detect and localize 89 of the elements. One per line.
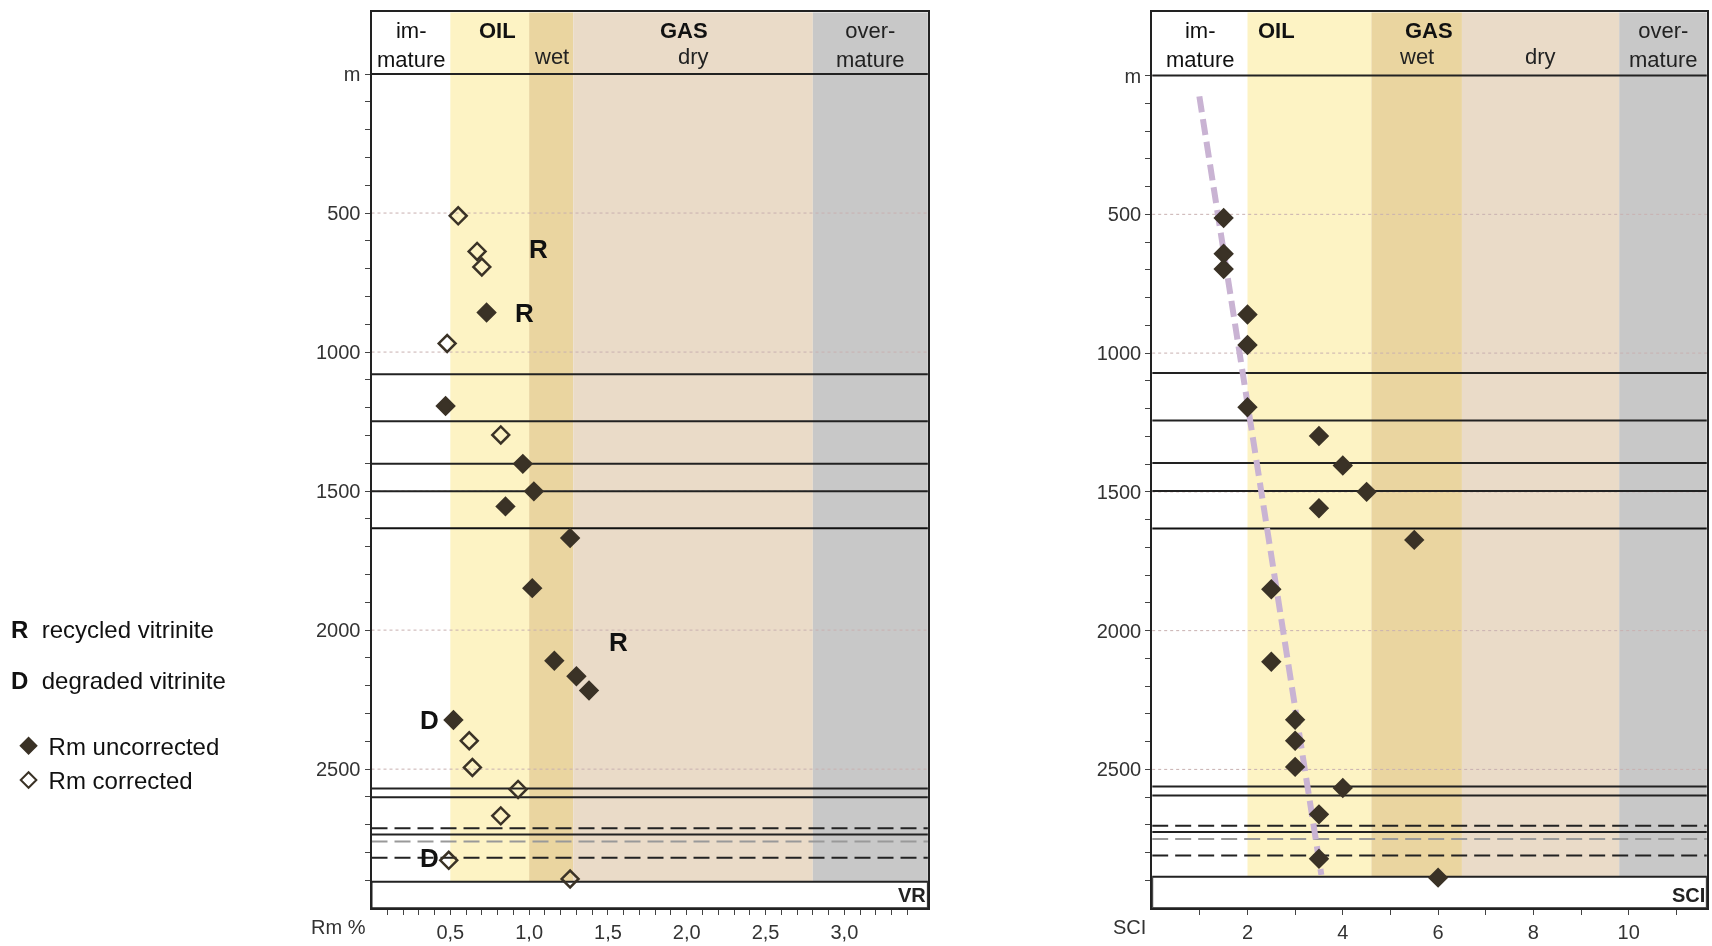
point bbox=[1237, 304, 1258, 325]
band-label: wet bbox=[1399, 44, 1435, 69]
point bbox=[443, 710, 464, 730]
x-tick-label: 1,5 bbox=[594, 921, 622, 944]
y-tick-label: 1000 bbox=[316, 341, 361, 364]
y-tick-label: 2000 bbox=[316, 619, 361, 642]
point bbox=[1213, 244, 1234, 264]
point bbox=[1356, 482, 1377, 502]
annotation: GAS bbox=[660, 18, 708, 43]
y-tick-label: 2500 bbox=[1096, 758, 1142, 781]
band-label: VR bbox=[898, 884, 927, 906]
y-tick-label: 1500 bbox=[1096, 480, 1142, 503]
point bbox=[462, 757, 483, 778]
legend-label: Rm uncorrected bbox=[48, 733, 220, 761]
point bbox=[524, 481, 544, 502]
x-tick-label: 10 bbox=[1617, 921, 1640, 944]
y-tick-label: 2500 bbox=[316, 758, 361, 781]
x-tick-label: 2,5 bbox=[751, 921, 780, 944]
point bbox=[1309, 498, 1329, 518]
band-label: over- mature bbox=[1629, 18, 1698, 72]
point bbox=[1309, 804, 1329, 825]
point bbox=[448, 206, 468, 226]
annotation: im- mature bbox=[1166, 18, 1235, 72]
x-axis-title: Rm % bbox=[311, 916, 366, 938]
y-tick-label: m bbox=[343, 63, 361, 86]
text: D degraded vitrinite bbox=[11, 667, 226, 694]
point bbox=[1237, 335, 1258, 355]
point bbox=[544, 651, 565, 671]
annotation: R bbox=[529, 234, 548, 264]
point bbox=[1428, 867, 1448, 888]
point bbox=[1285, 710, 1305, 730]
x-tick-label: 2 bbox=[1241, 921, 1254, 944]
y-tick-label: 1000 bbox=[1096, 342, 1142, 365]
point bbox=[1333, 455, 1353, 476]
point bbox=[513, 454, 533, 474]
point bbox=[1213, 208, 1234, 228]
point bbox=[1213, 259, 1234, 279]
y-tick-label: 2000 bbox=[1096, 619, 1142, 642]
legend-label: Rm corrected bbox=[48, 767, 193, 795]
x-tick-label: 2,0 bbox=[672, 921, 701, 944]
point bbox=[439, 850, 459, 871]
point bbox=[467, 241, 487, 262]
point bbox=[459, 731, 479, 751]
band-label: dry bbox=[678, 44, 709, 69]
band-label: SCI bbox=[1672, 884, 1706, 906]
point bbox=[495, 496, 516, 517]
annotation: GAS bbox=[1405, 18, 1453, 43]
text: R recycled vitrinite bbox=[11, 616, 214, 643]
point bbox=[1285, 731, 1305, 751]
point bbox=[1333, 778, 1353, 798]
x-axis-title: SCI bbox=[1113, 916, 1147, 938]
x-tick-label: 1,0 bbox=[515, 921, 544, 944]
x-tick-label: 8 bbox=[1527, 921, 1539, 944]
annotation: OIL bbox=[479, 18, 516, 43]
point bbox=[1261, 652, 1282, 672]
point bbox=[566, 666, 587, 686]
band-label: dry bbox=[1525, 44, 1556, 69]
point bbox=[491, 425, 511, 445]
point bbox=[435, 396, 456, 416]
point bbox=[476, 302, 497, 323]
y-tick-label: 1500 bbox=[316, 480, 361, 503]
y-tick-label: 500 bbox=[1107, 203, 1142, 226]
x-tick-label: 6 bbox=[1432, 921, 1444, 944]
annotation: OIL bbox=[1258, 18, 1295, 43]
x-tick-label: 0,5 bbox=[436, 921, 465, 944]
point bbox=[579, 680, 599, 701]
x-tick-label: 3,0 bbox=[830, 921, 859, 944]
y-tick-label: m bbox=[1124, 64, 1142, 87]
point bbox=[560, 528, 580, 548]
point bbox=[1309, 849, 1329, 869]
point bbox=[522, 578, 542, 598]
annotation: D bbox=[420, 705, 439, 735]
point bbox=[1309, 426, 1329, 446]
x-tick-label: 4 bbox=[1337, 921, 1349, 944]
band-label: over- mature bbox=[836, 18, 905, 72]
point bbox=[1237, 397, 1258, 417]
point bbox=[508, 779, 528, 800]
band-label: wet bbox=[534, 44, 570, 69]
point bbox=[1285, 757, 1305, 777]
annotation: R bbox=[609, 627, 628, 657]
point bbox=[1261, 579, 1282, 599]
point bbox=[1404, 530, 1424, 550]
annotation: R bbox=[515, 298, 534, 328]
y-tick-label: 500 bbox=[327, 202, 361, 225]
point bbox=[491, 806, 511, 826]
annotation: im- mature bbox=[377, 18, 446, 72]
point bbox=[472, 257, 492, 277]
point bbox=[437, 333, 457, 354]
point bbox=[560, 869, 580, 889]
